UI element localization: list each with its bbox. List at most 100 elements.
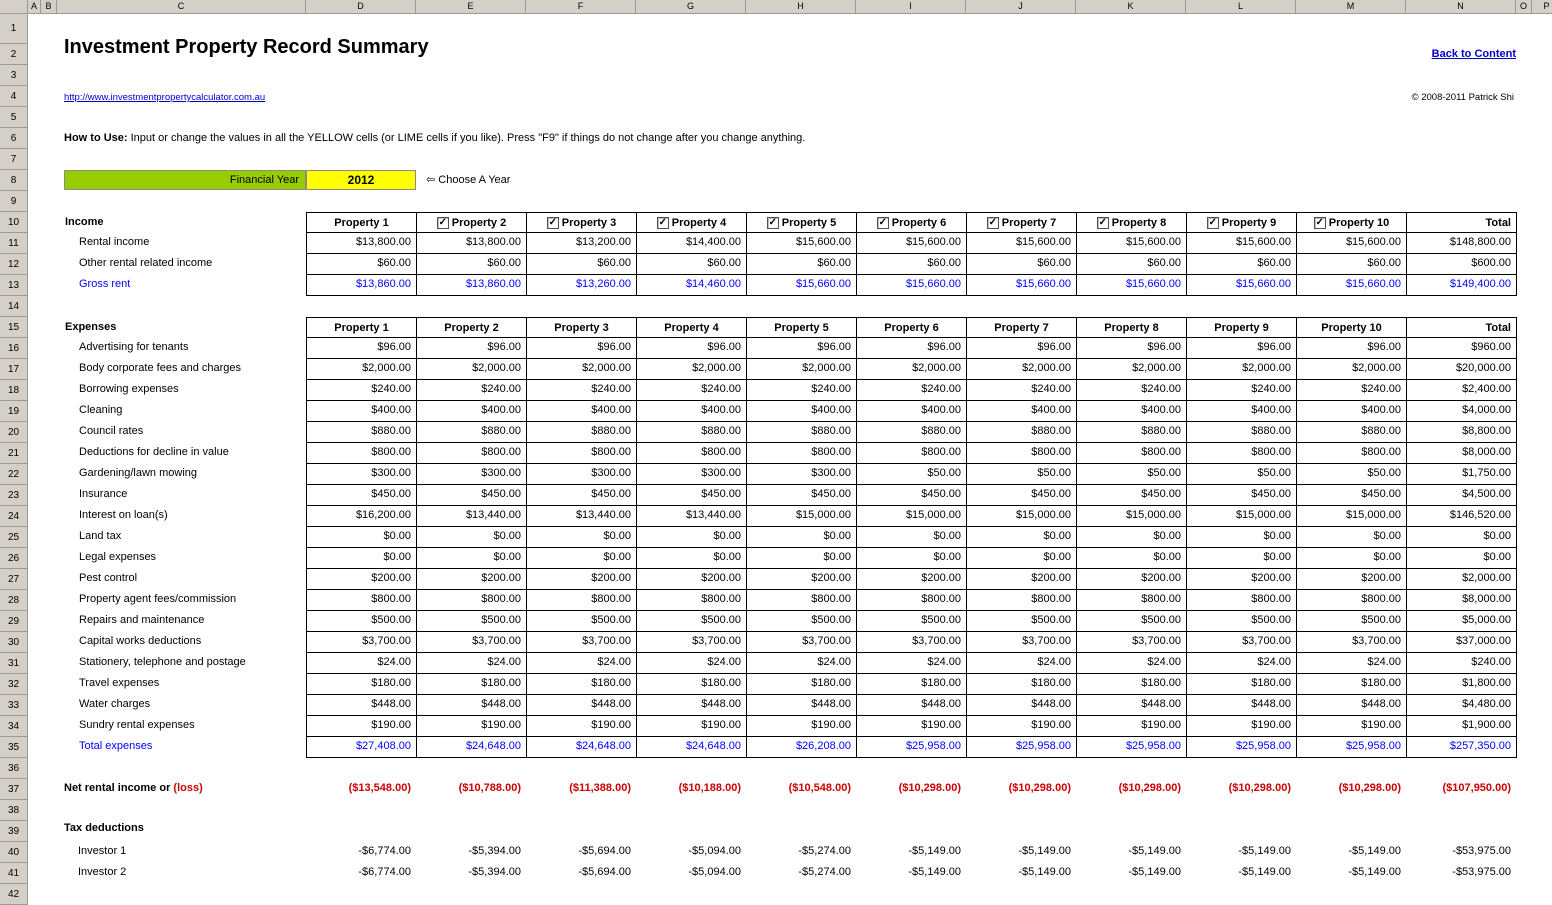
value-cell[interactable]: $880.00 [637,422,747,443]
col-letter-M[interactable]: M [1296,0,1406,14]
row-number-34[interactable]: 34 [0,716,28,737]
value-cell[interactable]: $200.00 [1297,569,1407,590]
value-cell[interactable]: $15,660.00 [857,275,967,296]
value-cell[interactable]: $50.00 [1077,464,1187,485]
row-label[interactable]: Property agent fees/commission [79,593,237,605]
value-cell[interactable]: $26,208.00 [747,737,857,758]
row-number-11[interactable]: 11 [0,233,28,254]
row-number-1[interactable]: 1 [0,14,28,44]
value-cell[interactable]: $96.00 [857,338,967,359]
value-cell[interactable]: $96.00 [747,338,857,359]
value-cell[interactable]: $4,480.00 [1407,695,1517,716]
value-cell[interactable]: $96.00 [967,338,1077,359]
value-cell[interactable]: $2,000.00 [527,359,637,380]
value-cell[interactable]: $60.00 [967,254,1077,275]
value-cell[interactable]: $15,600.00 [967,233,1077,254]
value-cell[interactable]: $800.00 [637,443,747,464]
value-cell[interactable]: $180.00 [1187,674,1297,695]
value-cell[interactable]: ($10,548.00) [788,782,851,794]
value-cell[interactable]: $240.00 [747,380,857,401]
column-header-property-4[interactable]: Property 4 [637,318,747,338]
value-cell[interactable]: $190.00 [857,716,967,737]
value-cell[interactable]: $15,000.00 [1297,506,1407,527]
column-header-property-3[interactable]: Property 3 [527,318,637,338]
value-cell[interactable]: $50.00 [967,464,1077,485]
value-cell[interactable]: ($13,548.00) [348,782,411,794]
value-cell[interactable]: -$5,149.00 [1018,866,1071,878]
value-cell[interactable]: $240.00 [637,380,747,401]
row-number-10[interactable]: 10 [0,212,28,233]
row-number-7[interactable]: 7 [0,149,28,170]
row-label[interactable]: Borrowing expenses [79,383,179,395]
value-cell[interactable]: $600.00 [1407,254,1517,275]
website-link[interactable]: http://www.investmentpropertycalculator.… [64,92,266,103]
column-header-property-4[interactable]: ✓ Property 4 [637,213,747,233]
value-cell[interactable]: $880.00 [1187,422,1297,443]
value-cell[interactable]: $800.00 [967,590,1077,611]
value-cell[interactable]: $500.00 [857,611,967,632]
value-cell[interactable]: $14,460.00 [637,275,747,296]
row-label[interactable]: Stationery, telephone and postage [79,656,246,668]
value-cell[interactable]: $500.00 [747,611,857,632]
value-cell[interactable]: $13,800.00 [417,233,527,254]
value-cell[interactable]: $60.00 [1187,254,1297,275]
value-cell[interactable]: $180.00 [1077,674,1187,695]
row-label[interactable]: Capital works deductions [79,635,202,647]
value-cell[interactable]: $0.00 [1297,548,1407,569]
value-cell[interactable]: $880.00 [307,422,417,443]
value-cell[interactable]: -$5,094.00 [688,866,741,878]
value-cell[interactable]: $190.00 [417,716,527,737]
value-cell[interactable]: $800.00 [417,590,527,611]
value-cell[interactable]: $20,000.00 [1407,359,1517,380]
row-number-2[interactable]: 2 [0,44,28,65]
value-cell[interactable]: $1,750.00 [1407,464,1517,485]
value-cell[interactable]: $880.00 [417,422,527,443]
value-cell[interactable]: $15,600.00 [1297,233,1407,254]
row-label[interactable]: Cleaning [79,404,123,416]
value-cell[interactable]: $180.00 [1297,674,1407,695]
value-cell[interactable]: $240.00 [417,380,527,401]
value-cell[interactable]: $800.00 [637,590,747,611]
value-cell[interactable]: $2,000.00 [1407,569,1517,590]
value-cell[interactable]: $190.00 [967,716,1077,737]
property-checkbox-icon[interactable]: ✓ [986,216,999,229]
value-cell[interactable]: $448.00 [857,695,967,716]
value-cell[interactable]: $448.00 [967,695,1077,716]
value-cell[interactable]: $400.00 [747,401,857,422]
value-cell[interactable]: $149,400.00 [1407,275,1517,296]
row-number-30[interactable]: 30 [0,632,28,653]
value-cell[interactable]: $24.00 [857,653,967,674]
value-cell[interactable]: $2,400.00 [1407,380,1517,401]
value-cell[interactable]: $96.00 [417,338,527,359]
value-cell[interactable]: -$5,149.00 [908,866,961,878]
column-header-property-10[interactable]: ✓ Property 10 [1297,213,1407,233]
row-label[interactable]: Land tax [79,530,122,542]
property-checkbox-icon[interactable]: ✓ [876,216,889,229]
col-letter-N[interactable]: N [1406,0,1516,14]
value-cell[interactable]: $24,648.00 [417,737,527,758]
value-cell[interactable]: $190.00 [1077,716,1187,737]
value-cell[interactable]: $60.00 [527,254,637,275]
row-number-9[interactable]: 9 [0,191,28,212]
row-number-35[interactable]: 35 [0,737,28,758]
value-cell[interactable]: $400.00 [637,401,747,422]
row-label[interactable]: Investor 2 [78,866,127,878]
value-cell[interactable]: ($10,298.00) [1228,782,1291,794]
value-cell[interactable]: -$5,149.00 [1348,845,1401,857]
value-cell[interactable]: $24.00 [307,653,417,674]
column-header-property-6[interactable]: ✓ Property 6 [857,213,967,233]
value-cell[interactable]: $148,800.00 [1407,233,1517,254]
value-cell[interactable]: $1,900.00 [1407,716,1517,737]
value-cell[interactable]: $180.00 [527,674,637,695]
value-cell[interactable]: $448.00 [747,695,857,716]
row-label[interactable]: Sundry rental expenses [79,719,195,731]
column-header-total[interactable]: Total [1407,318,1517,338]
value-cell[interactable]: $3,700.00 [417,632,527,653]
column-header-property-1[interactable]: Property 1 [307,318,417,338]
value-cell[interactable]: $500.00 [417,611,527,632]
value-cell[interactable]: $0.00 [857,527,967,548]
value-cell[interactable]: -$6,774.00 [358,845,411,857]
value-cell[interactable]: $50.00 [1187,464,1297,485]
value-cell[interactable]: $50.00 [1297,464,1407,485]
value-cell[interactable]: $400.00 [417,401,527,422]
